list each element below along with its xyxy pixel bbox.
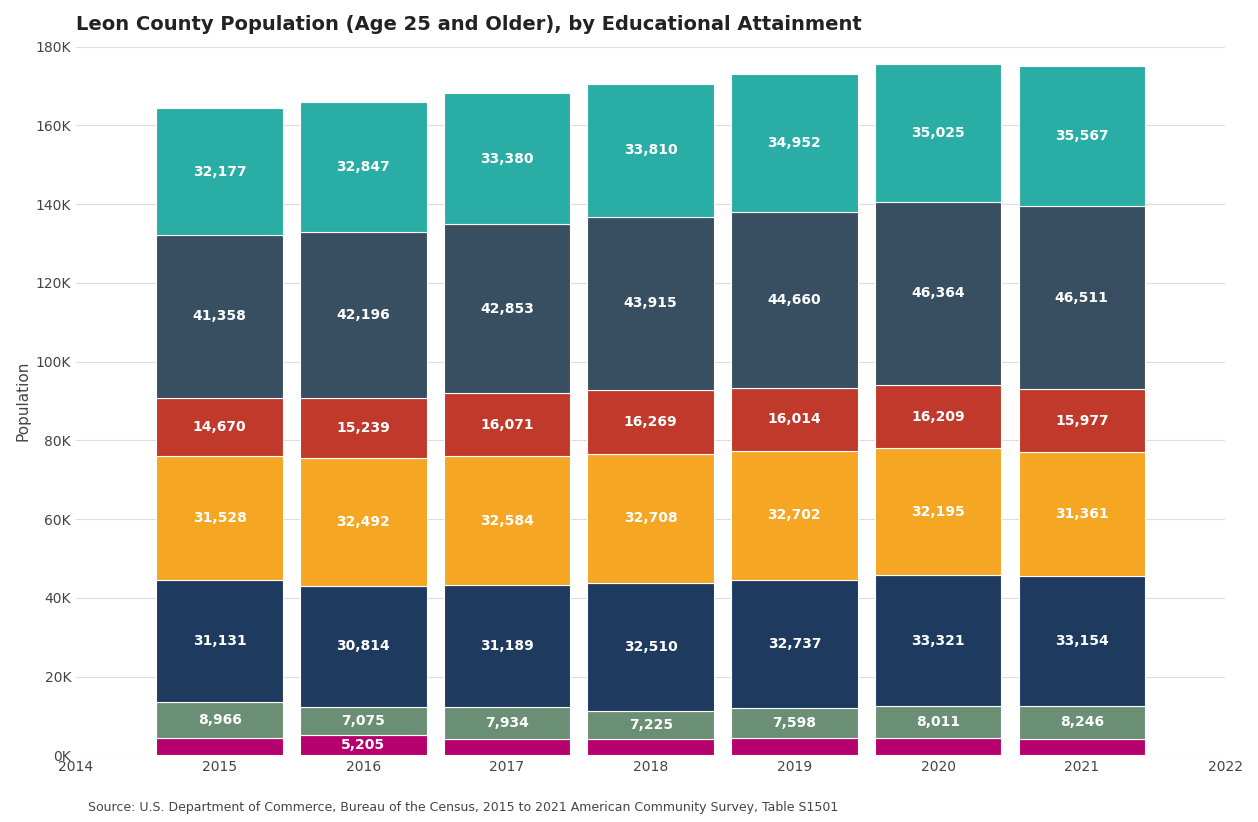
Bar	[731, 74, 858, 212]
Bar	[1019, 739, 1145, 755]
Text: 32,847: 32,847	[336, 160, 390, 174]
Bar	[587, 84, 715, 217]
Bar	[1019, 575, 1145, 706]
Bar	[731, 709, 858, 738]
Bar	[587, 583, 715, 711]
Bar	[587, 390, 715, 454]
Bar	[301, 585, 426, 707]
Text: 16,071: 16,071	[481, 418, 533, 432]
Text: 33,321: 33,321	[911, 634, 965, 648]
Bar	[731, 212, 858, 388]
Text: 43,915: 43,915	[624, 297, 678, 311]
Text: 33,154: 33,154	[1055, 634, 1108, 648]
Bar	[731, 388, 858, 450]
Y-axis label: Population: Population	[15, 361, 30, 441]
Bar	[731, 580, 858, 709]
Text: 32,708: 32,708	[624, 511, 678, 525]
Bar	[444, 584, 570, 708]
Text: 42,853: 42,853	[481, 302, 533, 316]
Text: 33,380: 33,380	[481, 152, 533, 166]
Text: 5,205: 5,205	[341, 738, 385, 752]
Bar	[444, 456, 570, 584]
Text: 32,195: 32,195	[911, 505, 965, 519]
Bar	[1019, 452, 1145, 575]
Text: 31,528: 31,528	[192, 510, 247, 524]
Bar	[587, 454, 715, 583]
Text: Leon County Population (Age 25 and Older), by Educational Attainment: Leon County Population (Age 25 and Older…	[75, 15, 862, 34]
Text: 33,810: 33,810	[624, 144, 678, 158]
Text: 15,239: 15,239	[336, 421, 390, 435]
Bar	[874, 202, 1001, 385]
Bar	[301, 102, 426, 232]
Bar	[1019, 67, 1145, 206]
Text: 16,269: 16,269	[624, 415, 678, 429]
Text: 7,075: 7,075	[341, 713, 385, 727]
Text: 32,492: 32,492	[336, 515, 390, 529]
Bar	[444, 393, 570, 456]
Bar	[731, 450, 858, 580]
Bar	[156, 737, 283, 755]
Bar	[156, 398, 283, 455]
Bar	[587, 711, 715, 739]
Text: 46,364: 46,364	[911, 286, 965, 300]
Text: 8,246: 8,246	[1059, 715, 1103, 729]
Text: 32,177: 32,177	[192, 164, 247, 178]
Bar	[444, 708, 570, 739]
Text: 35,567: 35,567	[1055, 129, 1108, 143]
Text: 14,670: 14,670	[192, 420, 247, 434]
Bar	[874, 575, 1001, 706]
Bar	[731, 738, 858, 755]
Text: 16,209: 16,209	[911, 409, 965, 423]
Bar	[1019, 706, 1145, 739]
Bar	[874, 738, 1001, 755]
Text: 42,196: 42,196	[336, 307, 390, 321]
Bar	[587, 739, 715, 755]
Bar	[874, 385, 1001, 449]
Bar	[874, 449, 1001, 575]
Bar	[874, 64, 1001, 202]
Text: 7,934: 7,934	[486, 716, 528, 730]
Bar	[301, 707, 426, 735]
Text: 41,358: 41,358	[192, 309, 247, 323]
Text: 46,511: 46,511	[1055, 291, 1108, 305]
Text: 8,966: 8,966	[198, 713, 242, 727]
Bar	[301, 458, 426, 585]
Text: 31,189: 31,189	[481, 639, 533, 653]
Text: Source: U.S. Department of Commerce, Bureau of the Census, 2015 to 2021 American: Source: U.S. Department of Commerce, Bur…	[88, 801, 838, 814]
Text: 34,952: 34,952	[767, 136, 821, 150]
Text: 16,014: 16,014	[767, 413, 821, 427]
Bar	[301, 398, 426, 458]
Text: 32,584: 32,584	[481, 514, 533, 528]
Text: 32,702: 32,702	[767, 508, 821, 522]
Text: 8,011: 8,011	[916, 715, 960, 729]
Bar	[301, 232, 426, 398]
Text: 7,225: 7,225	[629, 718, 673, 732]
Text: 15,977: 15,977	[1055, 413, 1108, 427]
Bar	[587, 217, 715, 390]
Text: 31,131: 31,131	[192, 634, 247, 648]
Text: 32,510: 32,510	[624, 640, 678, 653]
Text: 7,598: 7,598	[772, 717, 816, 731]
Bar	[444, 739, 570, 755]
Text: 30,814: 30,814	[336, 640, 390, 653]
Bar	[156, 702, 283, 737]
Text: 32,737: 32,737	[767, 637, 821, 651]
Bar	[301, 735, 426, 755]
Text: 44,660: 44,660	[767, 293, 821, 307]
Bar	[156, 109, 283, 235]
Text: 31,361: 31,361	[1055, 507, 1108, 521]
Bar	[444, 224, 570, 393]
Bar	[444, 93, 570, 224]
Text: 35,025: 35,025	[911, 127, 965, 141]
Bar	[874, 706, 1001, 738]
Bar	[156, 580, 283, 702]
Bar	[156, 455, 283, 580]
Bar	[1019, 206, 1145, 390]
Bar	[156, 235, 283, 398]
Bar	[1019, 390, 1145, 452]
